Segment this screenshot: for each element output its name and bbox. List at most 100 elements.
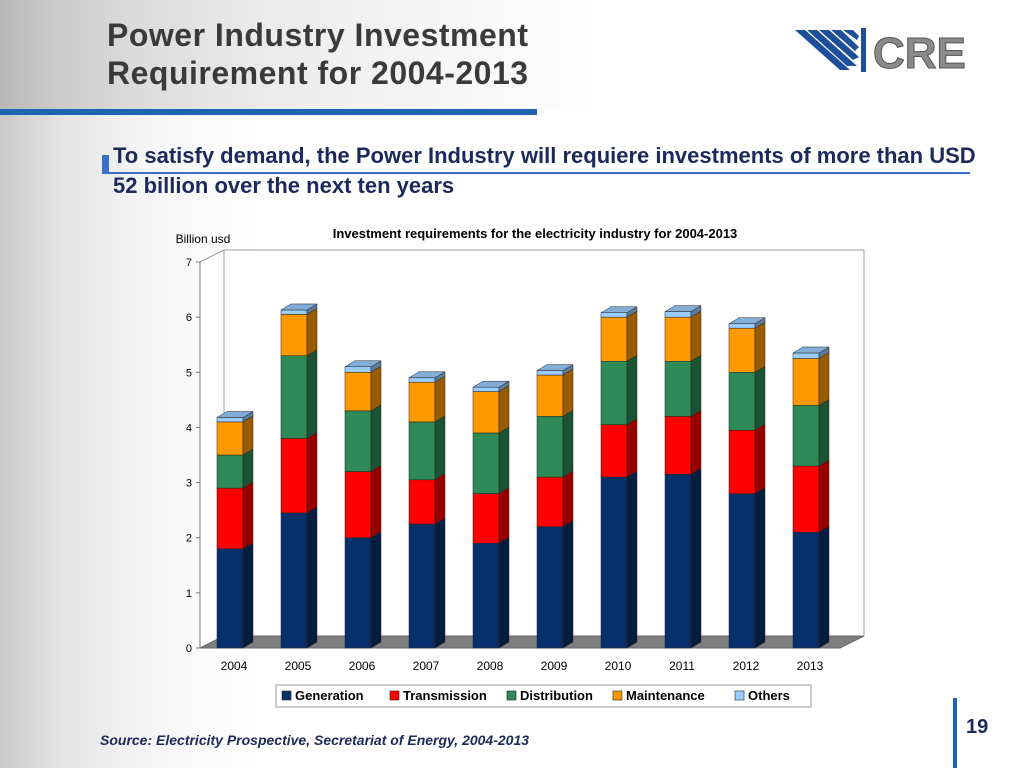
x-tick-label-2005: 2005: [285, 659, 312, 673]
bar-side: [562, 470, 574, 528]
bars: 2004 2005 2006 2007 2008 2009 2010 2011 2012 2013: [216, 303, 830, 673]
bar-segment-maintenance-2006: [344, 365, 382, 412]
bar-segment-others-2010: [600, 306, 638, 318]
x-tick-label-2011: 2011: [669, 659, 695, 673]
bar-segment-distribution-2012: [728, 365, 766, 431]
bar-front: [664, 474, 692, 649]
bar-front: [792, 531, 820, 649]
bar-segment-generation-2007: [408, 517, 446, 649]
bar-segment-transmission-2005: [280, 432, 318, 514]
bar-side: [818, 352, 830, 406]
bar-segment-distribution-2005: [280, 349, 318, 439]
bar-top: [536, 364, 574, 371]
bar-side: [306, 349, 318, 439]
bar-segment-others-2012: [728, 317, 766, 329]
subtitle-underline: [102, 172, 970, 174]
bar-side: [370, 465, 382, 539]
bar-front: [408, 377, 436, 383]
bar-front: [600, 361, 628, 425]
bar-side: [562, 520, 574, 649]
bar-side: [242, 481, 254, 550]
bar-side: [242, 415, 254, 456]
bar-side: [818, 459, 830, 533]
bar-front: [600, 312, 628, 318]
bar-side: [690, 354, 702, 417]
bar-side: [306, 432, 318, 514]
bar-segment-transmission-2006: [344, 465, 382, 539]
bar-front: [408, 381, 436, 423]
bar-segment-distribution-2006: [344, 404, 382, 472]
bar-segment-maintenance-2005: [280, 307, 318, 357]
bar-segment-generation-2010: [600, 470, 638, 649]
bar-side: [626, 310, 638, 362]
bar-side: [498, 385, 510, 434]
y-axis-label: Billion usd: [176, 232, 231, 246]
bar-segment-others-2005: [280, 303, 318, 315]
bar-side: [498, 536, 510, 649]
page-number: 19: [966, 716, 989, 738]
bar-segment-transmission-2011: [664, 409, 702, 475]
cre-logo: CRE: [795, 28, 966, 77]
bar-front: [408, 479, 436, 525]
y-tick-label: 0: [186, 643, 192, 655]
bar-front: [216, 487, 244, 549]
bar-front: [728, 429, 756, 494]
bar-segment-maintenance-2008: [472, 385, 510, 434]
bar-segment-maintenance-2013: [792, 352, 830, 406]
bar-segment-others-2013: [792, 346, 830, 359]
legend-swatch-distribution: [506, 690, 517, 701]
bar-side: [626, 354, 638, 426]
bar-side: [690, 467, 702, 649]
bar-front: [792, 358, 820, 406]
bar-front: [344, 372, 372, 412]
bar-segment-others-2007: [408, 371, 446, 383]
bar-segment-distribution-2008: [472, 426, 510, 495]
bar-side: [306, 506, 318, 649]
bar-front: [344, 366, 372, 373]
bar-side: [754, 321, 766, 373]
bar-top: [280, 303, 318, 311]
x-tick-label-2008: 2008: [477, 659, 504, 673]
bar-front: [408, 421, 436, 481]
bar-top: [472, 380, 510, 388]
bar-front: [600, 424, 628, 478]
bar-front: [280, 512, 308, 649]
y-tick-label: 5: [186, 367, 192, 379]
bar-top: [664, 305, 702, 312]
subtitle-bullet: [102, 155, 109, 172]
subtitle: To satisfy demand, the Power Industry wi…: [113, 143, 976, 198]
bar-segment-generation-2005: [280, 506, 318, 649]
bar-segment-others-2008: [472, 380, 510, 393]
y-tick-label: 6: [186, 312, 192, 324]
bar-side: [498, 487, 510, 544]
bar-front: [472, 542, 500, 649]
bar-front: [280, 314, 308, 356]
legend-label-others: Others: [748, 688, 790, 703]
bar-segment-distribution-2007: [408, 415, 446, 481]
title-line-1: Power Industry Investment: [107, 17, 529, 53]
legend-label-generation: Generation: [295, 688, 364, 703]
bar-segment-distribution-2013: [792, 398, 830, 467]
legend-label-transmission: Transmission: [403, 688, 487, 703]
x-tick-label-2004: 2004: [221, 659, 248, 673]
bar-side: [690, 310, 702, 362]
bar-front: [216, 421, 244, 456]
bar-segment-generation-2009: [536, 520, 574, 649]
bar-segment-distribution-2010: [600, 354, 638, 426]
title-line-2: Requirement for 2004-2013: [107, 55, 529, 91]
bar-front: [792, 352, 820, 359]
bar-front: [536, 476, 564, 527]
bar-side: [562, 368, 574, 417]
bar-side: [242, 448, 254, 489]
legend-box: [275, 684, 812, 708]
bar-side: [498, 426, 510, 495]
bar-front: [536, 416, 564, 478]
bar-side: [690, 409, 702, 475]
bar-front: [408, 523, 436, 649]
bar-segment-generation-2013: [792, 525, 830, 649]
y-tick-label: 2: [186, 533, 192, 545]
bar-segment-maintenance-2012: [728, 321, 766, 373]
bar-segment-generation-2011: [664, 467, 702, 649]
bar-front: [472, 391, 500, 434]
bar-front: [728, 372, 756, 431]
